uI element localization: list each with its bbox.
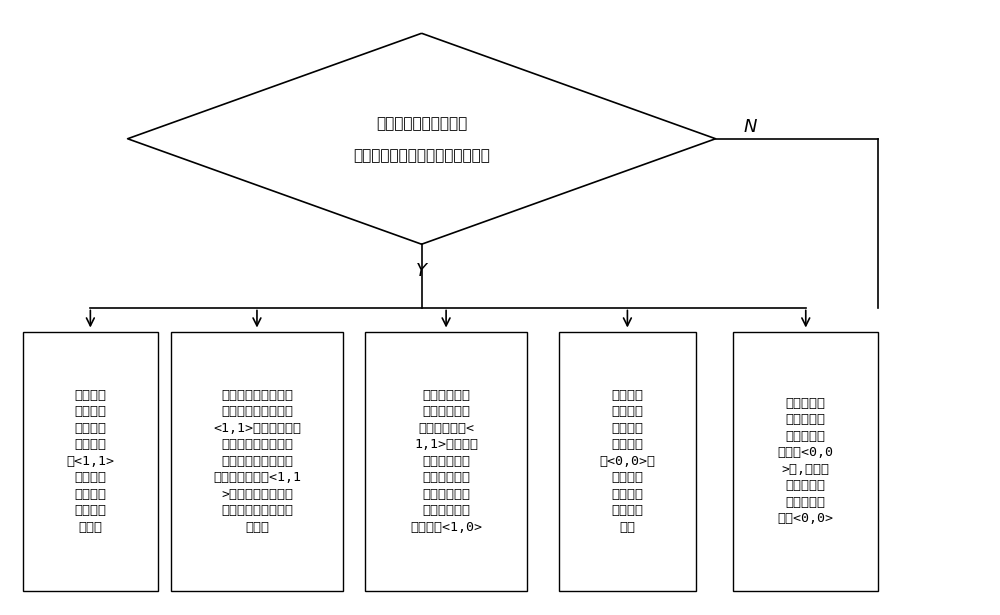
Text: 在到达每一栅格单元时: 在到达每一栅格单元时 — [376, 116, 467, 131]
Bar — [365, 331, 527, 591]
Bar — [733, 331, 878, 591]
Text: N: N — [743, 117, 757, 136]
Bar — [23, 331, 158, 591]
Text: 在确认当前栅格单元
记录的特征标记不为
<1,1>，且确认当前
栅格内存在边界线时
，将当前栅格单元的
特征标记修改为<1,1
>，同时将当前栅格
内的边界线定: 在确认当前栅格单元 记录的特征标记不为 <1,1>，且确认当前 栅格内存在边界线… — [213, 389, 301, 534]
Bar — [171, 331, 343, 591]
Bar — [559, 331, 696, 591]
Text: 在确认当前
栅格单元记
录的特征标
记不为<0,0
>时,将当前
栅格单元的
特征标记修
改为<0,0>: 在确认当前 栅格单元记 录的特征标 记不为<0,0 >时,将当前 栅格单元的 特… — [778, 397, 834, 525]
Text: 判断当前栅格单元是否遇到障碍物: 判断当前栅格单元是否遇到障碍物 — [353, 148, 490, 163]
Text: Y: Y — [416, 263, 427, 280]
Text: 在确认当前栅
格单元记录的
特征标记不为<
1,1>，且确认
当前栅格内不
存在边界线时
，将当前栅格
单元的特征标
记修改为<1,0>: 在确认当前栅 格单元记录的 特征标记不为< 1,1>，且确认 当前栅格内不 存在… — [410, 389, 482, 534]
Text: 在确认当
前栅格单
元记录的
特征标记
为<0,0>时
，保持当
前栅格的
特征标记
不变: 在确认当 前栅格单 元记录的 特征标记 为<0,0>时 ，保持当 前栅格的 特征… — [599, 389, 655, 534]
Text: 在确认当
前栅格单
元记录的
特征标记
为<1,1>
时，保持
当前栅格
的特征标
记不变: 在确认当 前栅格单 元记录的 特征标记 为<1,1> 时，保持 当前栅格 的特征… — [66, 389, 114, 534]
